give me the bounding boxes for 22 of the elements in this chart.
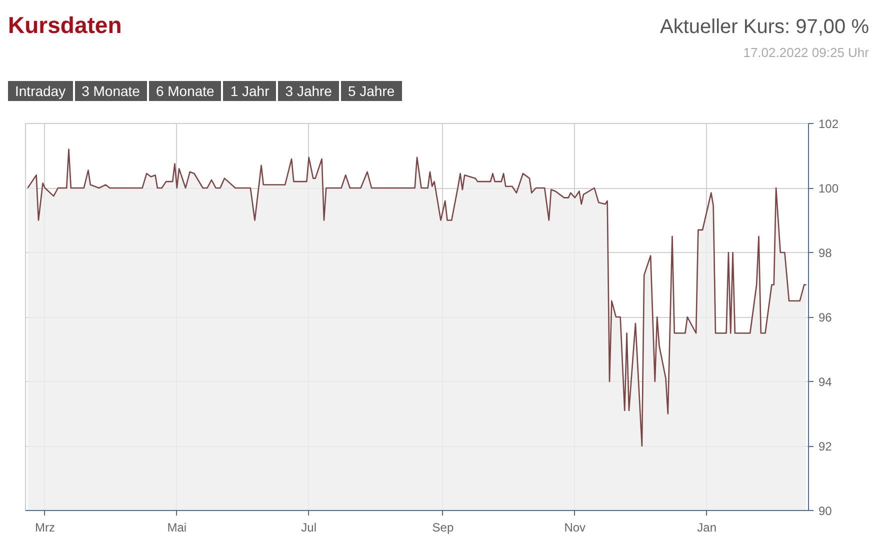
text: 6 Monate	[148, 81, 222, 101]
text: 5 Jahre	[340, 81, 402, 101]
y-tick-label: 100	[818, 182, 839, 196]
x-tick-label: Mrz	[34, 520, 55, 534]
x-tick-label: Jan	[697, 520, 717, 534]
x-tick-label: Sep	[432, 520, 454, 534]
x-tick-label: Jul	[301, 520, 317, 534]
text: 1 Jahr	[223, 81, 276, 101]
text: 3 Jahre	[278, 81, 339, 101]
y-tick-label: 94	[818, 375, 832, 389]
y-tick-label: 90	[818, 504, 832, 518]
x-tick-label: Nov	[564, 520, 586, 534]
chart-subtitle: Aktueller Kurs: 97,00 %	[660, 16, 869, 39]
x-tick-label: Mai	[167, 520, 187, 534]
chart-title: Kursdaten	[8, 12, 122, 39]
text: Intraday	[8, 81, 73, 101]
y-tick-label: 92	[818, 440, 832, 454]
y-tick-label: 98	[818, 246, 832, 260]
text: 3 Monate	[74, 81, 147, 101]
y-tick-label: 96	[818, 310, 832, 324]
y-tick-label: 102	[818, 117, 839, 131]
text: 17.02.2022 09:25 Uhr	[743, 45, 869, 60]
